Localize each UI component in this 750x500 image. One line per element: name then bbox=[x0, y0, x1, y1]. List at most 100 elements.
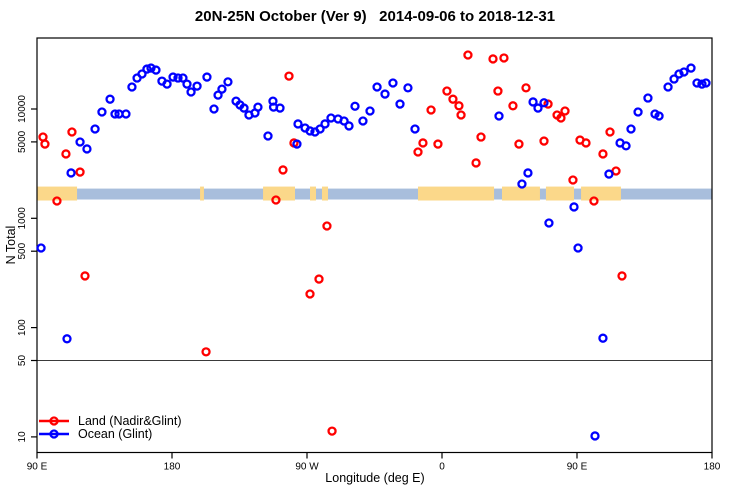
land-data-point bbox=[605, 127, 615, 137]
land-data-point bbox=[418, 138, 428, 148]
ocean-data-point bbox=[66, 168, 76, 178]
land-data-point bbox=[442, 86, 452, 96]
ocean-data-point bbox=[82, 144, 92, 154]
y-tick-label: 50 bbox=[17, 355, 28, 367]
legend-circle bbox=[49, 428, 59, 439]
ocean-data-point bbox=[105, 94, 115, 104]
ocean-data-point bbox=[674, 69, 684, 79]
x-axis-title: Longitude (deg E) bbox=[325, 471, 425, 485]
ocean-data-point bbox=[679, 67, 689, 77]
y-tick-label: 10000 bbox=[17, 95, 28, 123]
land-data-point bbox=[476, 132, 486, 142]
ocean-data-point bbox=[590, 431, 600, 441]
land-data-point bbox=[617, 271, 627, 281]
ocean-data-point bbox=[358, 116, 368, 126]
land-data-point bbox=[75, 167, 85, 177]
x-tick-label: 180 bbox=[704, 462, 721, 473]
ocean-data-point bbox=[692, 78, 702, 88]
land-data-point bbox=[568, 175, 578, 185]
land-data-point bbox=[463, 50, 473, 60]
land-data-point bbox=[61, 149, 71, 159]
land-data-point bbox=[52, 196, 62, 206]
ocean-data-point bbox=[62, 334, 72, 344]
ocean-data-point bbox=[90, 124, 100, 134]
ocean-data-point bbox=[168, 72, 178, 82]
land-data-point bbox=[201, 347, 211, 357]
ocean-data-point bbox=[137, 69, 147, 79]
ocean-data-point bbox=[350, 101, 360, 111]
map-strip-land-segment bbox=[502, 186, 540, 201]
land-data-point bbox=[413, 147, 423, 157]
ocean-data-point bbox=[517, 179, 527, 189]
ocean-data-point bbox=[686, 63, 696, 73]
ocean-data-point bbox=[339, 116, 349, 126]
ocean-data-point bbox=[701, 78, 711, 88]
map-strip-land-segment bbox=[200, 186, 204, 201]
ocean-data-point bbox=[365, 106, 375, 116]
ocean-data-point bbox=[192, 81, 202, 91]
y-tick-label: 5000 bbox=[17, 130, 28, 153]
ocean-data-point bbox=[142, 64, 152, 74]
legend-symbol-icon bbox=[39, 428, 69, 439]
ocean-data-point bbox=[97, 107, 107, 117]
ocean-data-point bbox=[239, 103, 249, 113]
legend-symbol-icon bbox=[39, 415, 69, 426]
ocean-data-point bbox=[75, 137, 85, 147]
ocean-data-point bbox=[217, 84, 227, 94]
legend-label: Ocean (Glint) bbox=[78, 426, 153, 441]
legend-label: Land (Nadir&Glint) bbox=[78, 413, 182, 428]
land-data-point bbox=[611, 166, 621, 176]
x-tick-label: 0 bbox=[439, 462, 445, 473]
land-data-point bbox=[67, 127, 77, 137]
ocean-data-point bbox=[663, 82, 673, 92]
map-strip-land-segment bbox=[581, 186, 621, 201]
ocean-data-point bbox=[621, 141, 631, 151]
legend-circle bbox=[49, 415, 59, 426]
ocean-data-point bbox=[178, 73, 188, 83]
ocean-data-point bbox=[182, 79, 192, 89]
ocean-data-point bbox=[293, 119, 303, 129]
map-strip-land-segment bbox=[545, 186, 574, 201]
ocean-data-point bbox=[253, 102, 263, 112]
land-data-point bbox=[598, 149, 608, 159]
land-data-point bbox=[454, 101, 464, 111]
ocean-data-point bbox=[528, 97, 538, 107]
legend-item-ocean: Ocean (Glint) bbox=[38, 426, 182, 441]
ocean-data-point bbox=[202, 72, 212, 82]
ocean-data-point bbox=[403, 83, 413, 93]
ocean-data-point bbox=[633, 107, 643, 117]
land-data-point bbox=[322, 221, 332, 231]
map-strip-land-segment bbox=[310, 186, 316, 201]
ocean-data-point bbox=[36, 243, 46, 253]
land-data-point bbox=[278, 165, 288, 175]
land-data-point bbox=[284, 71, 294, 81]
ocean-data-point bbox=[604, 169, 614, 179]
ocean-data-point bbox=[292, 139, 302, 149]
ocean-data-point bbox=[223, 77, 233, 87]
land-data-point bbox=[271, 195, 281, 205]
land-data-point bbox=[556, 113, 566, 123]
ocean-data-point bbox=[173, 73, 183, 83]
ocean-data-point bbox=[320, 119, 330, 129]
ocean-data-point bbox=[643, 93, 653, 103]
x-tick-label: 180 bbox=[164, 462, 181, 473]
ocean-data-point bbox=[395, 99, 405, 109]
ocean-data-point bbox=[494, 111, 504, 121]
land-data-point bbox=[80, 271, 90, 281]
x-tick-label: 90 W bbox=[295, 462, 319, 473]
ocean-data-point bbox=[410, 124, 420, 134]
ocean-data-point bbox=[127, 82, 137, 92]
land-data-point bbox=[305, 289, 315, 299]
land-data-point bbox=[40, 139, 50, 149]
y-tick-label: 1000 bbox=[17, 207, 28, 230]
ocean-data-point bbox=[151, 65, 161, 75]
ocean-data-point bbox=[315, 124, 325, 134]
ocean-data-point bbox=[654, 111, 664, 121]
ocean-data-point bbox=[539, 98, 549, 108]
ocean-data-point bbox=[326, 113, 336, 123]
land-data-point bbox=[327, 426, 337, 436]
land-data-point bbox=[433, 139, 443, 149]
map-strip-ocean bbox=[37, 188, 712, 200]
ocean-data-point bbox=[388, 78, 398, 88]
legend: Land (Nadir&Glint) Ocean (Glint) bbox=[38, 413, 182, 441]
